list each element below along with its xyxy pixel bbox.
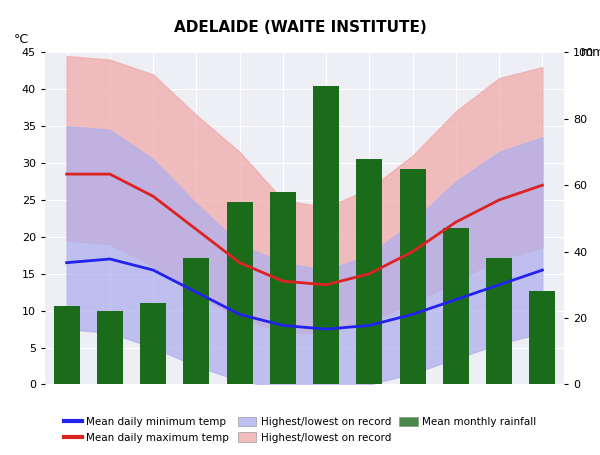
Text: SEP: SEP bbox=[401, 391, 425, 401]
Bar bbox=[356, 159, 382, 384]
Text: MAY: MAY bbox=[226, 391, 253, 401]
Text: JUL: JUL bbox=[316, 391, 336, 401]
Bar bbox=[270, 192, 296, 384]
Text: APR: APR bbox=[184, 391, 209, 401]
Text: ADELAIDE (WAITE INSTITUTE): ADELAIDE (WAITE INSTITUTE) bbox=[173, 20, 427, 35]
Text: OCT: OCT bbox=[443, 391, 469, 401]
Bar bbox=[140, 303, 166, 384]
Text: JAN: JAN bbox=[56, 391, 77, 401]
Bar bbox=[97, 311, 123, 384]
Text: JUN: JUN bbox=[272, 391, 294, 401]
Text: MAR: MAR bbox=[139, 391, 167, 401]
Legend: Mean daily minimum temp, Mean daily maximum temp, Highest/lowest on record, High: Mean daily minimum temp, Mean daily maxi… bbox=[64, 417, 536, 443]
Bar bbox=[486, 258, 512, 384]
Bar bbox=[400, 168, 425, 384]
Bar bbox=[53, 306, 80, 384]
Y-axis label: °C: °C bbox=[14, 33, 29, 46]
Bar bbox=[184, 258, 209, 384]
Bar bbox=[313, 86, 339, 384]
Text: FEB: FEB bbox=[98, 391, 122, 401]
Bar bbox=[529, 292, 556, 384]
Text: DEC: DEC bbox=[530, 391, 555, 401]
Y-axis label: mm: mm bbox=[580, 46, 600, 59]
Bar bbox=[443, 228, 469, 384]
Bar bbox=[227, 202, 253, 384]
Text: NOV: NOV bbox=[485, 391, 512, 401]
Text: AUG: AUG bbox=[356, 391, 383, 401]
